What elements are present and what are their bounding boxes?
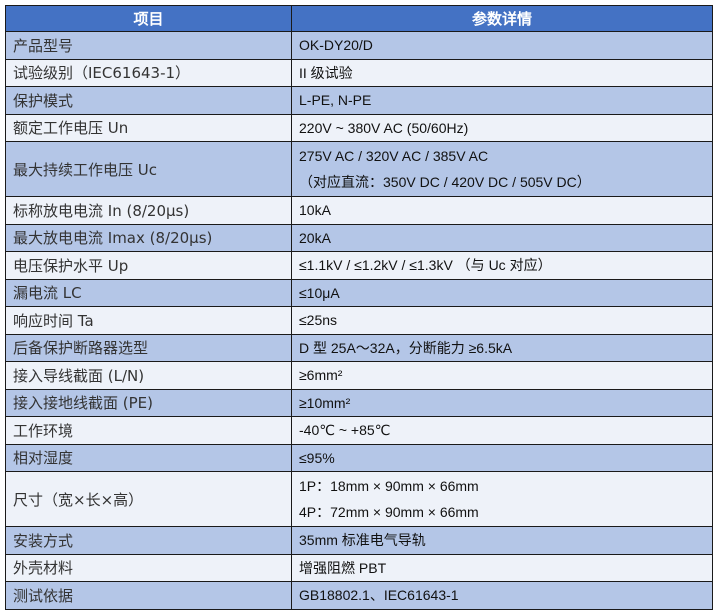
row-key: 电压保护水平 Up [5,251,292,280]
value-line: 275V AC / 320V AC / 385V AC [299,148,489,164]
value-line: 20kA [299,229,331,246]
value-line: 4P：72mm × 90mm × 66mm [299,504,479,520]
value-line: ≤25ns [299,312,338,329]
row-value: 1P：18mm × 90mm × 66mm 4P：72mm × 90mm × 66… [291,471,713,527]
row-key: 额定工作电压 Un [5,113,292,142]
row-key: 标称放电电流 In (8/20μs) [5,196,292,225]
value-line: ≤10μA [299,284,340,301]
value-line: D 型 25A～32A，分断能力 ≥6.5kA [299,339,513,356]
table-row: 响应时间 Ta ≤25ns [5,306,713,335]
spec-table: 项目 参数详情 产品型号 OK-DY20/D 试验级别（IEC61643-1） II … [5,5,713,610]
table-row: 相对湿度 ≤95% [5,443,713,472]
table-row: 接入导线截面 (L/N) ≥6mm² [5,361,713,390]
table-row: 试验级别（IEC61643-1） II 级试验 [5,58,713,87]
table-row: 标称放电电流 In (8/20μs) 10kA [5,196,713,225]
row-value: II 级试验 [291,58,713,87]
row-value: ≥6mm² [291,361,713,390]
row-key: 试验级别（IEC61643-1） [5,58,292,87]
row-value: 220V ~ 380V AC (50/60Hz) [291,113,713,142]
row-key: 保护模式 [5,86,292,115]
header-details: 参数详情 [291,5,713,32]
value-line: GB18802.1、IEC61643-1 [299,587,459,604]
row-key: 工作环境 [5,416,292,445]
row-key: 接入导线截面 (L/N) [5,361,292,390]
row-key: 响应时间 Ta [5,306,292,335]
table-body: 产品型号 OK-DY20/D 试验级别（IEC61643-1） II 级试验 保护模式 L… [5,31,713,610]
row-value: 275V AC / 320V AC / 385V AC （对应直流：350V DC… [291,141,713,197]
value-line: ≥6mm² [299,367,343,384]
row-value: OK-DY20/D [291,31,713,60]
table-row: 产品型号 OK-DY20/D [5,31,713,60]
row-value: -40℃ ~ +85℃ [291,416,713,445]
row-key: 相对湿度 [5,443,292,472]
table-row: 工作环境 -40℃ ~ +85℃ [5,416,713,445]
row-value: 10kA [291,196,713,225]
row-value: ≥10mm² [291,388,713,417]
value-line: ≥10mm² [299,394,351,411]
row-value: 20kA [291,223,713,252]
row-key: 外壳材料 [5,553,292,582]
row-key: 测试依据 [5,581,292,610]
row-key: 漏电流 LC [5,278,292,307]
table-row: 最大放电电流 Imax (8/20μs) 20kA [5,223,713,252]
row-key: 最大持续工作电压 Uc [5,141,292,197]
row-value: ≤25ns [291,306,713,335]
row-key: 安装方式 [5,526,292,555]
row-value: 增强阻燃 PBT [291,553,713,582]
row-value: ≤95% [291,443,713,472]
table-row: 最大持续工作电压 Uc 275V AC / 320V AC / 385V AC （对… [5,141,713,197]
row-key: 产品型号 [5,31,292,60]
value-line: OK-DY20/D [299,37,373,54]
table-row: 接入接地线截面 (PE) ≥10mm² [5,388,713,417]
row-value: D 型 25A～32A，分断能力 ≥6.5kA [291,333,713,362]
value-line: ≤1.1kV / ≤1.2kV / ≤1.3kV （与 Uc 对应） [299,257,552,274]
table-row: 后备保护断路器选型 D 型 25A～32A，分断能力 ≥6.5kA [5,333,713,362]
table-row: 尺寸（宽×长×高） 1P：18mm × 90mm × 66mm 4P：72mm × … [5,471,713,527]
row-value: 35mm 标准电气导轨 [291,526,713,555]
row-key: 接入接地线截面 (PE) [5,388,292,417]
row-key: 尺寸（宽×长×高） [5,471,292,527]
table-row: 外壳材料 增强阻燃 PBT [5,553,713,582]
header-item: 项目 [5,5,292,32]
row-key: 最大放电电流 Imax (8/20μs) [5,223,292,252]
row-value: L-PE, N-PE [291,86,713,115]
table-row: 漏电流 LC ≤10μA [5,278,713,307]
table-header-row: 项目 参数详情 [5,5,713,32]
table-row: 测试依据 GB18802.1、IEC61643-1 [5,581,713,610]
row-value: ≤10μA [291,278,713,307]
row-key: 后备保护断路器选型 [5,333,292,362]
value-line: 10kA [299,202,331,219]
value-line: （对应直流：350V DC / 420V DC / 505V DC） [299,174,591,190]
value-line: L-PE, N-PE [299,92,372,109]
value-line: 1P：18mm × 90mm × 66mm [299,478,479,494]
table-row: 额定工作电压 Un 220V ~ 380V AC (50/60Hz) [5,113,713,142]
value-line: 35mm 标准电气导轨 [299,532,426,549]
row-value: GB18802.1、IEC61643-1 [291,581,713,610]
value-line: ≤95% [299,449,335,466]
value-line: II 级试验 [299,64,353,81]
value-line: 220V ~ 380V AC (50/60Hz) [299,119,469,136]
value-line: 增强阻燃 PBT [299,559,387,576]
table-row: 保护模式 L-PE, N-PE [5,86,713,115]
table-row: 安装方式 35mm 标准电气导轨 [5,526,713,555]
table-row: 电压保护水平 Up ≤1.1kV / ≤1.2kV / ≤1.3kV （与 Uc … [5,251,713,280]
value-line: -40℃ ~ +85℃ [299,422,391,439]
row-value: ≤1.1kV / ≤1.2kV / ≤1.3kV （与 Uc 对应） [291,251,713,280]
